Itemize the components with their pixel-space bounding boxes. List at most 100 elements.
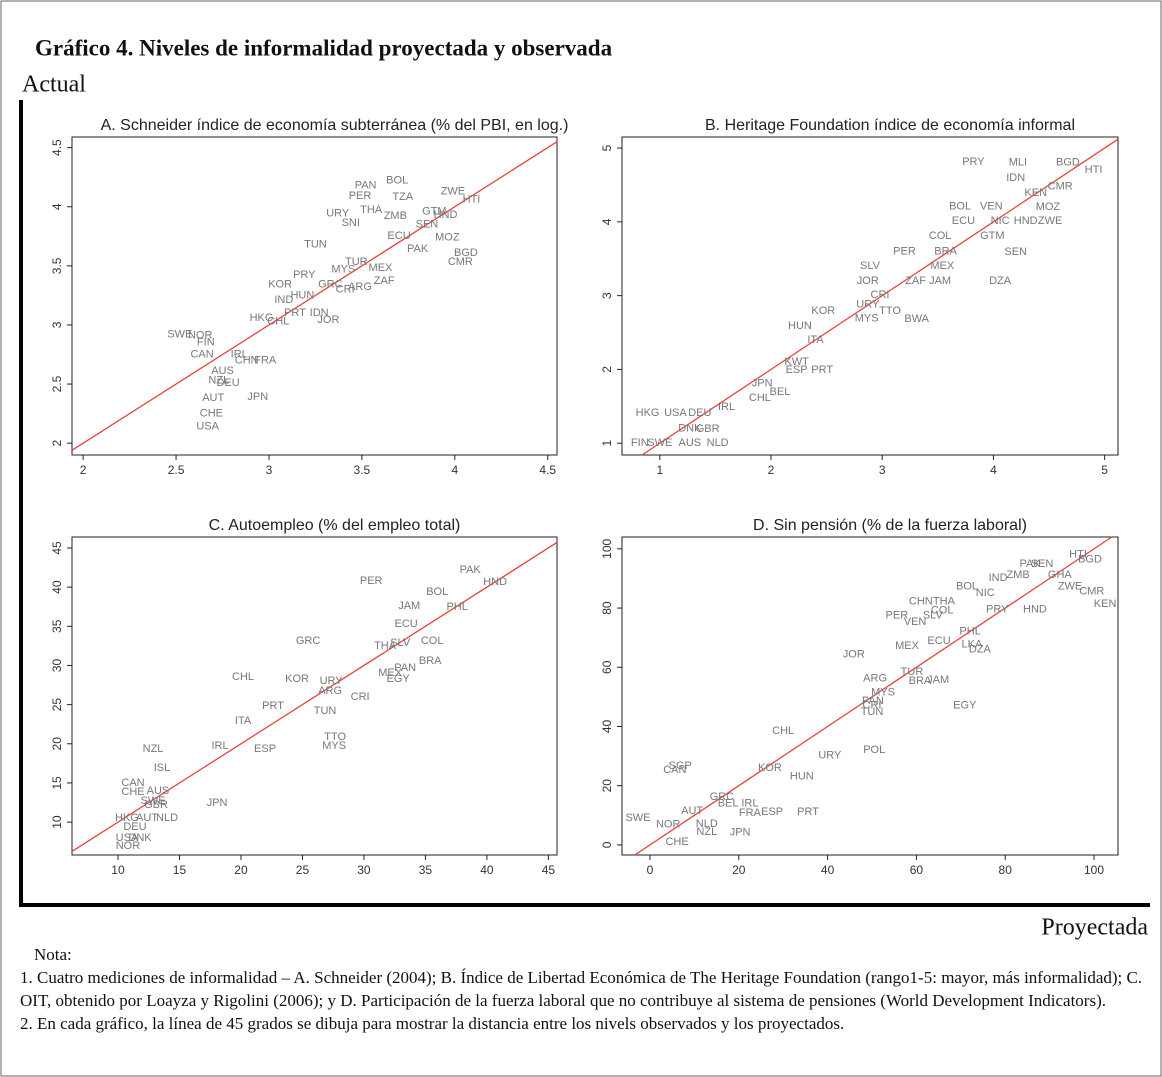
country-point: JAM	[398, 600, 420, 612]
country-point: SWE	[625, 812, 650, 824]
country-point: MEX	[930, 260, 955, 272]
country-point: EGY	[387, 673, 411, 685]
y-tick-label: 35	[50, 619, 64, 633]
country-point: PAK	[460, 564, 482, 576]
country-point: ITA	[807, 334, 824, 346]
country-point: NOR	[116, 840, 141, 852]
country-point: THA	[933, 596, 956, 608]
country-point: URY	[818, 750, 842, 762]
y-tick-label: 2.5	[50, 375, 64, 392]
plot-frame	[71, 136, 558, 456]
country-point: PAN	[355, 179, 377, 191]
country-point: NLD	[707, 437, 729, 449]
country-point: ESP	[254, 743, 276, 755]
y-tick-label: 5	[600, 144, 614, 151]
country-point: PAK	[1019, 558, 1041, 570]
y-tick-label: 4	[600, 218, 614, 225]
country-point: HUN	[790, 771, 814, 783]
country-point: HTI	[463, 194, 481, 206]
x-tick-label: 4	[451, 463, 458, 477]
country-point: CRI	[351, 691, 370, 703]
country-point: JPN	[247, 391, 268, 403]
country-point: BWA	[904, 313, 929, 325]
country-point: PHL	[446, 601, 467, 613]
country-point: FIN	[197, 337, 215, 349]
country-point: IND	[274, 294, 293, 306]
country-point: USA	[196, 421, 219, 433]
country-point: PHL	[959, 626, 980, 638]
country-point: PRT	[797, 806, 819, 818]
country-point: THA	[360, 204, 383, 216]
country-point: USA	[664, 407, 687, 419]
country-point: BRA	[419, 655, 442, 667]
country-point: PRY	[962, 156, 985, 168]
country-point: GTM	[980, 230, 1004, 242]
notes-box: Nota: 1. Cuatro mediciones de informalid…	[20, 945, 1142, 1033]
country-point: NZL	[143, 743, 164, 755]
x-tick-label: 15	[173, 863, 187, 877]
country-point: HTI	[1069, 549, 1087, 561]
country-point: TUR	[345, 256, 368, 268]
country-point: CRI	[336, 283, 355, 295]
country-point: MYS	[871, 687, 895, 699]
country-point: PAK	[407, 243, 429, 255]
country-point: BOL	[426, 586, 448, 598]
country-point: ECU	[927, 635, 950, 647]
y-tick-label: 45	[50, 541, 64, 555]
country-point: NLD	[156, 812, 178, 824]
x-tick-label: 10	[111, 863, 125, 877]
country-point: CMR	[448, 256, 473, 268]
country-point: DNK	[678, 422, 702, 434]
country-point: ZWE	[1058, 581, 1082, 593]
x-tick-label: 5	[1101, 463, 1108, 477]
country-point: JOR	[857, 275, 879, 287]
country-point: VEN	[980, 200, 1003, 212]
country-point: ECU	[952, 215, 975, 227]
country-point: MYS	[322, 740, 346, 752]
country-point: FIN	[631, 437, 649, 449]
panel-title: D. Sin pensión (% de la fuerza laboral)	[753, 517, 1027, 534]
country-point: CHL	[772, 725, 794, 737]
country-point: JPN	[207, 797, 228, 809]
x-tick-label: 80	[999, 863, 1013, 877]
country-point: IDN	[310, 307, 329, 319]
country-point: BGD	[454, 247, 478, 259]
country-point: SWE	[167, 328, 192, 340]
country-point: SEN	[1004, 246, 1027, 258]
country-point: CHE	[200, 408, 223, 420]
x-tick-label: 20	[732, 863, 746, 877]
x-tick-label: 60	[910, 863, 924, 877]
country-point: BGD	[1056, 157, 1080, 169]
country-point: SEN	[1031, 558, 1054, 570]
x-tick-label: 0	[647, 863, 654, 877]
country-point: MOZ	[435, 231, 460, 243]
country-point: IDN	[1006, 172, 1025, 184]
country-point: ARG	[318, 685, 342, 697]
country-point: NZL	[208, 374, 229, 386]
country-point: MOZ	[1036, 201, 1061, 213]
country-point: HND	[434, 209, 458, 221]
country-point: TUR	[901, 666, 924, 678]
x-tick-label: 30	[357, 863, 371, 877]
country-point: IND	[989, 572, 1008, 584]
x-tick-label: 3	[266, 463, 273, 477]
x-tick-label: 40	[821, 863, 835, 877]
y-tick-label: 15	[50, 776, 64, 790]
country-point: SEN	[416, 218, 439, 230]
country-point: AUT	[202, 392, 224, 404]
country-point: SGP	[669, 760, 692, 772]
country-point: AUS	[147, 785, 170, 797]
country-point: BEL	[770, 386, 791, 398]
country-point: PRY	[293, 269, 316, 281]
country-point: URY	[326, 208, 350, 220]
x-tick-label: 20	[234, 863, 248, 877]
country-point: IRL	[231, 348, 248, 360]
y-tick-label: 3	[50, 321, 64, 328]
country-point: JOR	[317, 314, 339, 326]
x-tick-label: 40	[480, 863, 494, 877]
x-tick-label: 2.5	[168, 463, 185, 477]
plot-frame	[621, 536, 1119, 856]
country-point: MLI	[1009, 157, 1027, 169]
country-point: HKG	[250, 312, 274, 324]
